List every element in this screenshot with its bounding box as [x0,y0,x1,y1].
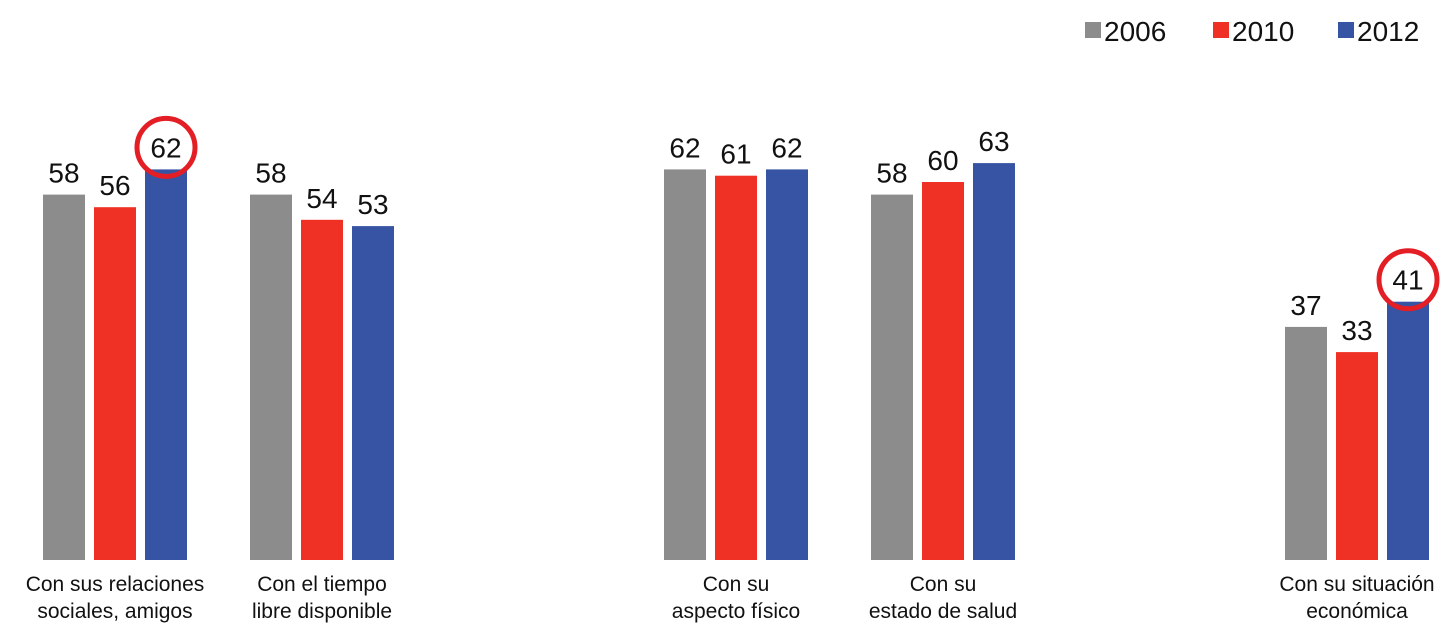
bar-3-2010 [922,182,964,560]
value-labels: 58 56 62 58 54 53 62 61 62 58 60 63 37 33 41 [48,126,1423,346]
value-label-4-2012: 41 [1392,265,1423,296]
legend-label-2006: 2006 [1104,16,1166,47]
category-label-0: Con sus relaciones sociales, amigos [26,573,205,623]
value-label-1-2012: 53 [357,189,388,220]
bar-4-2012 [1387,301,1429,560]
highlight-ring-4 [1376,248,1440,312]
value-label-2-2010: 61 [720,139,751,170]
bar-0-2006 [43,194,85,560]
value-label-3-2010: 60 [927,145,958,176]
bar-0-2010 [94,207,136,560]
legend-swatch-2010 [1213,22,1229,38]
value-label-0-2010: 56 [99,170,130,201]
category-label-3: Con su estado de salud [869,573,1017,623]
legend-label-2010: 2010 [1232,16,1294,47]
bar-4-2006 [1285,326,1327,560]
value-label-1-2010: 54 [306,183,337,214]
value-label-2-2012: 62 [771,132,802,163]
value-label-0-2006: 58 [48,158,79,189]
value-label-0-2012: 62 [150,132,181,163]
value-label-4-2006: 37 [1290,290,1321,321]
legend-swatch-2012 [1338,22,1354,38]
value-label-4-2010: 33 [1341,315,1372,346]
bar-2-2006 [664,169,706,560]
bar-1-2006 [250,194,292,560]
bar-3-2006 [871,194,913,560]
bar-2-2010 [715,175,757,560]
value-label-1-2006: 58 [255,158,286,189]
bar-4-2010 [1336,352,1378,560]
value-label-3-2006: 58 [876,158,907,189]
category-label-4: Con su situación económica [1279,573,1434,623]
bar-0-2012 [145,169,187,560]
bars [43,163,1429,561]
value-label-2-2006: 62 [669,132,700,163]
category-label-2: Con su aspecto físico [672,573,800,623]
highlight-ring-0 [134,115,198,179]
category-label-1: Con el tiempo libre disponible [252,573,392,623]
legend-swatch-2006 [1085,22,1101,38]
bar-1-2010 [301,219,343,561]
value-label-3-2012: 63 [978,126,1009,157]
legend-label-2012: 2012 [1357,16,1419,47]
bar-3-2012 [973,163,1015,560]
bar-2-2012 [766,169,808,560]
bar-1-2012 [352,226,394,560]
legend: 2006 2010 2012 [1085,16,1419,47]
highlight-rings [134,115,1440,312]
category-labels: Con sus relaciones sociales, amigos Con el… [26,573,1435,623]
